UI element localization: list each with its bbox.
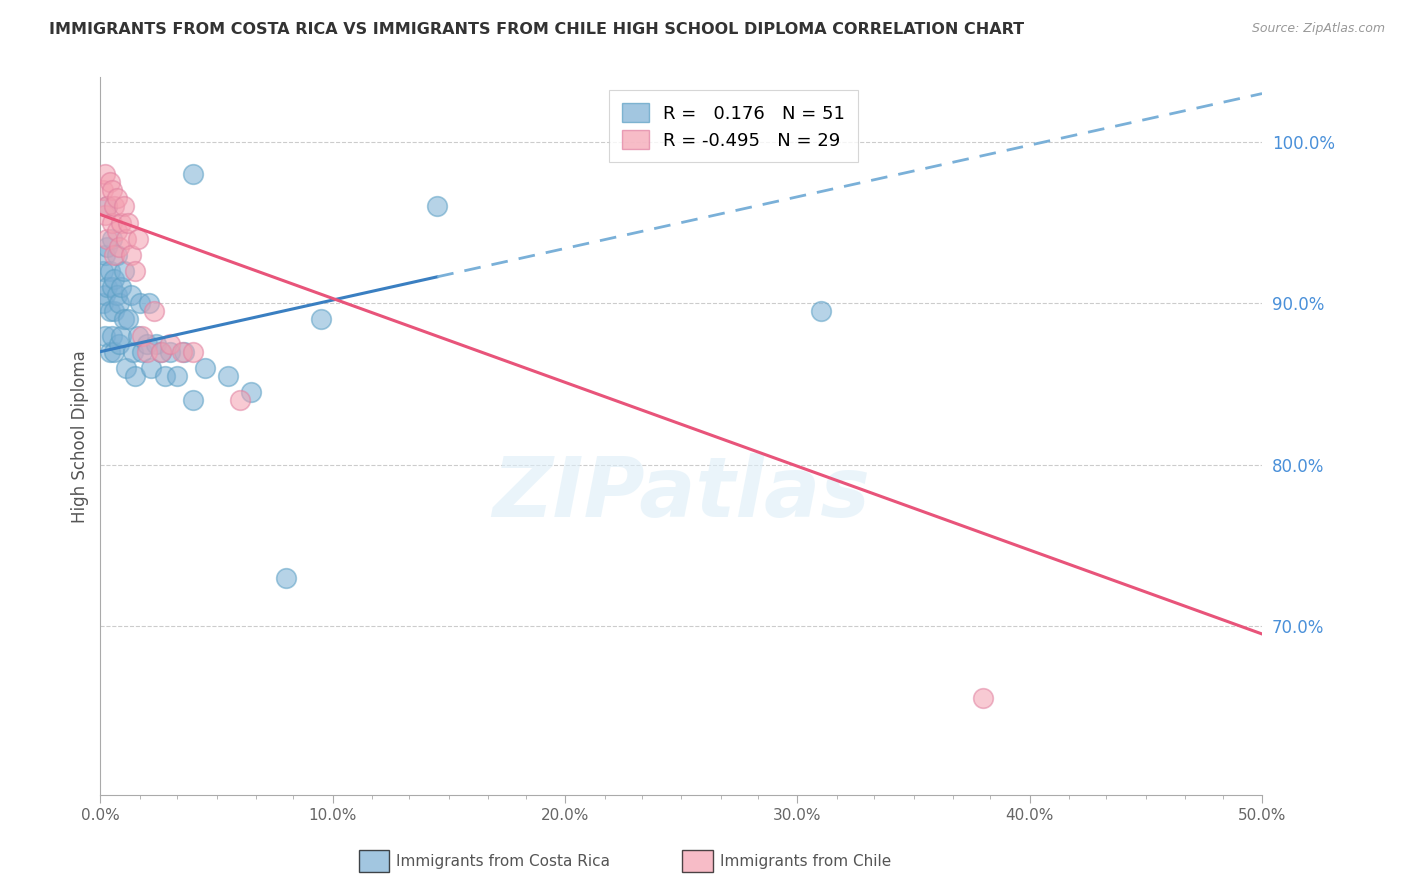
Point: [145, 336, 167, 351]
Point: [141, 360, 163, 375]
Point: [124, 368, 146, 383]
Point: [217, 368, 239, 383]
Point: [105, 191, 128, 205]
Point: [108, 336, 131, 351]
Point: [110, 280, 132, 294]
Point: [276, 570, 298, 584]
Point: [101, 183, 124, 197]
Point: [98, 304, 121, 318]
Point: [115, 232, 138, 246]
Point: [94, 167, 117, 181]
Point: [810, 304, 832, 318]
Point: [112, 264, 135, 278]
Point: [127, 232, 149, 246]
Point: [105, 248, 128, 262]
Point: [91, 264, 114, 278]
Point: [112, 199, 135, 213]
Point: [98, 344, 121, 359]
Point: [124, 264, 146, 278]
Point: [120, 248, 142, 262]
Point: [103, 248, 125, 262]
Point: [229, 393, 252, 408]
Point: [159, 336, 181, 351]
Point: [96, 232, 118, 246]
Point: [181, 167, 204, 181]
Point: [194, 360, 217, 375]
Point: [149, 344, 172, 359]
Point: [170, 344, 193, 359]
Point: [155, 368, 177, 383]
Legend: R =   0.176   N = 51, R = -0.495   N = 29: R = 0.176 N = 51, R = -0.495 N = 29: [609, 90, 858, 162]
Point: [115, 360, 138, 375]
Point: [101, 232, 124, 246]
Point: [94, 328, 117, 343]
Point: [149, 344, 172, 359]
Point: [117, 216, 139, 230]
Point: [110, 216, 132, 230]
Point: [181, 393, 204, 408]
Point: [138, 296, 160, 310]
Point: [135, 344, 157, 359]
Point: [131, 344, 153, 359]
FancyBboxPatch shape: [359, 850, 389, 872]
Point: [103, 199, 125, 213]
Text: Source: ZipAtlas.com: Source: ZipAtlas.com: [1251, 22, 1385, 36]
Point: [105, 224, 128, 238]
Point: [96, 199, 118, 213]
Point: [166, 368, 188, 383]
Point: [122, 344, 145, 359]
Point: [96, 199, 118, 213]
Point: [128, 296, 150, 310]
Point: [96, 280, 118, 294]
Point: [98, 264, 121, 278]
Point: [110, 328, 132, 343]
Point: [101, 280, 124, 294]
Point: [96, 240, 118, 254]
Point: [309, 312, 332, 326]
Point: [103, 272, 125, 286]
Y-axis label: High School Diploma: High School Diploma: [72, 350, 89, 523]
Point: [101, 328, 124, 343]
Point: [127, 328, 149, 343]
Text: ZIPatlas: ZIPatlas: [492, 453, 870, 534]
Point: [135, 336, 157, 351]
Point: [240, 384, 263, 399]
Point: [105, 288, 128, 302]
Text: IMMIGRANTS FROM COSTA RICA VS IMMIGRANTS FROM CHILE HIGH SCHOOL DIPLOMA CORRELAT: IMMIGRANTS FROM COSTA RICA VS IMMIGRANTS…: [49, 22, 1025, 37]
Point: [94, 288, 117, 302]
Point: [101, 216, 124, 230]
Point: [159, 344, 181, 359]
Point: [972, 691, 994, 706]
FancyBboxPatch shape: [682, 850, 713, 872]
Point: [103, 304, 125, 318]
Point: [94, 208, 117, 222]
Text: Immigrants from Costa Rica: Immigrants from Costa Rica: [396, 855, 610, 869]
Point: [91, 296, 114, 310]
Point: [94, 248, 117, 262]
Text: Immigrants from Chile: Immigrants from Chile: [720, 855, 891, 869]
Point: [112, 312, 135, 326]
Point: [426, 199, 449, 213]
Point: [108, 296, 131, 310]
Point: [120, 288, 142, 302]
Point: [98, 175, 121, 189]
Point: [103, 344, 125, 359]
Point: [181, 344, 204, 359]
Point: [131, 328, 153, 343]
Point: [91, 183, 114, 197]
Point: [173, 344, 195, 359]
Point: [108, 240, 131, 254]
Point: [142, 304, 165, 318]
Point: [117, 312, 139, 326]
